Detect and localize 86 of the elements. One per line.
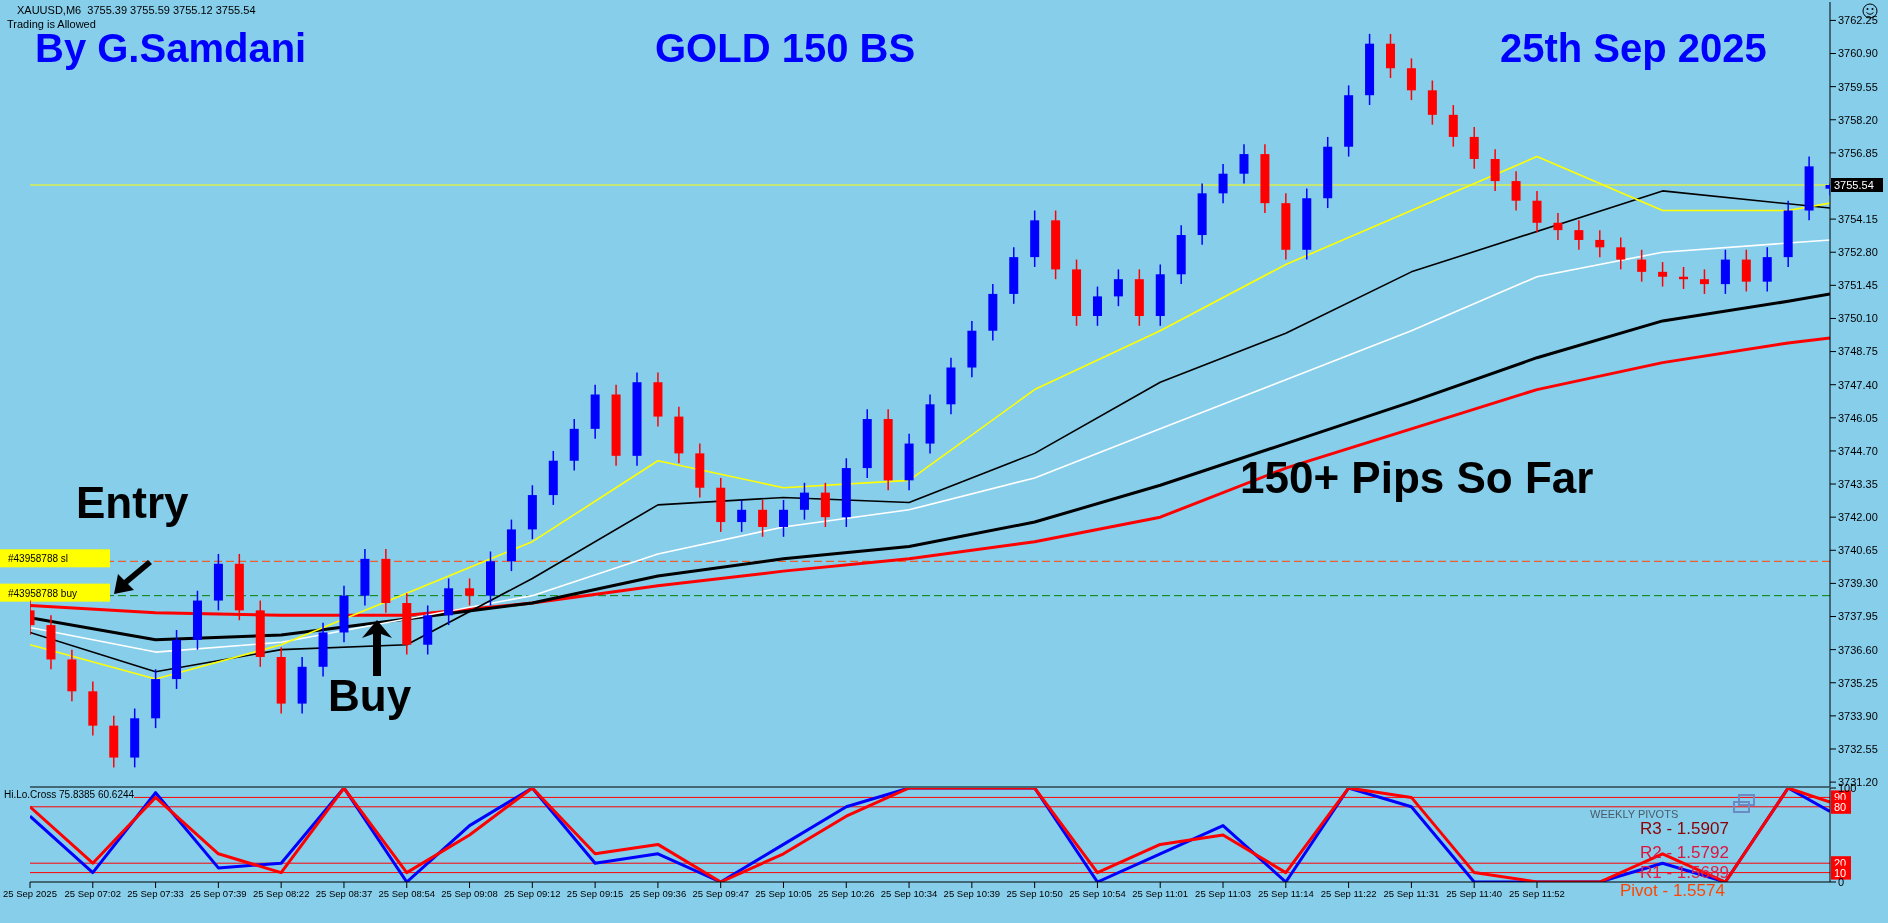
- text: GOLD 150 BS: [655, 26, 916, 71]
- candlestick: [1406, 57, 1416, 101]
- candlestick: [758, 499, 768, 538]
- x-tick-label: 25 Sep 11:31: [1383, 887, 1440, 899]
- x-tick-label: 25 Sep 11:01: [1132, 887, 1189, 899]
- x-tick-label: 25 Sep 07:33: [127, 887, 184, 899]
- y-tick-label: 3743.35: [1838, 477, 1878, 490]
- y-tick-label: 3736.60: [1838, 643, 1878, 656]
- x-tick-label: 25 Sep 11:40: [1446, 887, 1503, 899]
- candlestick: [1616, 236, 1626, 271]
- x-tick-label: 25 Sep 10:34: [880, 887, 938, 899]
- candlestick: [1637, 249, 1647, 283]
- y-tick-label: 3748.75: [1838, 345, 1878, 358]
- candlestick: [1741, 249, 1751, 293]
- y-tick-label: 3744.70: [1838, 444, 1878, 457]
- candlestick: [1448, 104, 1458, 148]
- x-tick-label: 25 Sep 2025: [3, 887, 57, 899]
- candlestick: [1113, 268, 1123, 307]
- x-tick-label: 25 Sep 11:03: [1195, 887, 1251, 899]
- candlestick: [1595, 229, 1605, 258]
- annotation: 150+ Pips So Far: [1240, 453, 1594, 503]
- x-tick-label: 25 Sep 10:39: [943, 887, 1001, 899]
- y-tick-label: 3759.55: [1838, 80, 1878, 93]
- y-tick-label: 3742.00: [1838, 511, 1878, 524]
- candlestick: [1469, 126, 1479, 170]
- y-tick-label: 3752.80: [1838, 246, 1878, 259]
- y-tick-label: 3747.40: [1838, 378, 1878, 391]
- annotation: R2 - 1.5792: [1640, 843, 1729, 863]
- ref-line-label: #43958788 buy: [8, 587, 77, 599]
- annotation: 25th Sep 2025: [1500, 26, 1767, 70]
- ref-line-label: 80: [1834, 800, 1847, 813]
- chart-title: Hi.Lo.Cross 75.8385 60.6244: [4, 789, 135, 800]
- x-tick-label: 25 Sep 07:02: [64, 887, 122, 899]
- y-tick-label: 3737.95: [1838, 610, 1878, 623]
- candlestick: [1092, 285, 1102, 327]
- candlestick: [465, 577, 475, 607]
- candlestick: [1553, 212, 1563, 241]
- y-tick-label: 3756.85: [1838, 146, 1878, 159]
- x-tick-label: 25 Sep 09:36: [629, 887, 687, 899]
- x-tick-label: 25 Sep 09:12: [504, 887, 561, 899]
- x-tick-label: 25 Sep 08:54: [378, 887, 436, 899]
- candlestick: [1699, 268, 1709, 295]
- y-tick-label: 3733.90: [1838, 709, 1878, 722]
- x-tick-label: 25 Sep 11:22: [1320, 887, 1377, 899]
- candlestick: [1218, 163, 1228, 204]
- candlestick: [1658, 261, 1668, 288]
- y-tick-label: 3758.20: [1838, 113, 1878, 126]
- x-tick-label: 25 Sep 10:05: [755, 887, 812, 899]
- annotation: Entry: [76, 477, 189, 528]
- candlestick: [737, 499, 747, 533]
- x-tick-label: 25 Sep 10:50: [1006, 887, 1063, 899]
- ref-line-label: 3755.54: [1834, 179, 1874, 191]
- y-tick-label: 3762.25: [1838, 14, 1878, 27]
- candlestick: [799, 482, 809, 521]
- x-tick-label: 25 Sep 08:22: [252, 887, 310, 899]
- candlestick: [1490, 148, 1500, 192]
- x-tick-label: 25 Sep 10:54: [1069, 887, 1126, 899]
- ref-line-label: #43958788 sl: [8, 553, 69, 565]
- y-tick-label: 3740.65: [1838, 544, 1878, 557]
- x-tick-label: 25 Sep 09:15: [566, 887, 624, 899]
- ref-line-label: 10: [1834, 866, 1847, 879]
- y-tick-label: 3739.30: [1838, 577, 1878, 590]
- annotation: Buy: [328, 671, 412, 721]
- y-tick-label: 3732.55: [1838, 742, 1878, 755]
- y-tick-label: 3754.15: [1838, 213, 1878, 226]
- annotation: Pivot - 1.5574: [1620, 881, 1725, 901]
- y-tick-label: 3735.25: [1838, 676, 1878, 689]
- x-tick-label: 25 Sep 09:47: [692, 887, 749, 899]
- annotation: WEEKLY PIVOTS: [1590, 808, 1679, 821]
- x-tick-label: 25 Sep 11:52: [1509, 887, 1565, 899]
- x-tick-label: 25 Sep 11:14: [1257, 887, 1314, 899]
- candlestick: [1532, 190, 1542, 234]
- y-tick-label: 3751.45: [1838, 279, 1878, 292]
- x-tick-label: 25 Sep 10:26: [818, 887, 875, 899]
- candlestick: [779, 499, 789, 538]
- x-tick-label: 25 Sep 09:08: [441, 887, 498, 899]
- x-tick-label: 25 Sep 08:37: [315, 887, 373, 899]
- x-tick-label: 25 Sep 07:39: [190, 887, 247, 899]
- y-tick-label: 3746.05: [1838, 411, 1878, 424]
- annotation: XAUUSD,M6 3755.39 3755.59 3755.12 3755.54: [17, 4, 256, 17]
- y-tick-label: 3750.10: [1838, 312, 1878, 325]
- candlestick: [1511, 170, 1521, 212]
- y-tick-label: 3760.90: [1838, 47, 1878, 60]
- candlestick: [1574, 219, 1584, 251]
- candlestick: [1239, 143, 1249, 185]
- annotation: R3 - 1.5907: [1640, 819, 1729, 839]
